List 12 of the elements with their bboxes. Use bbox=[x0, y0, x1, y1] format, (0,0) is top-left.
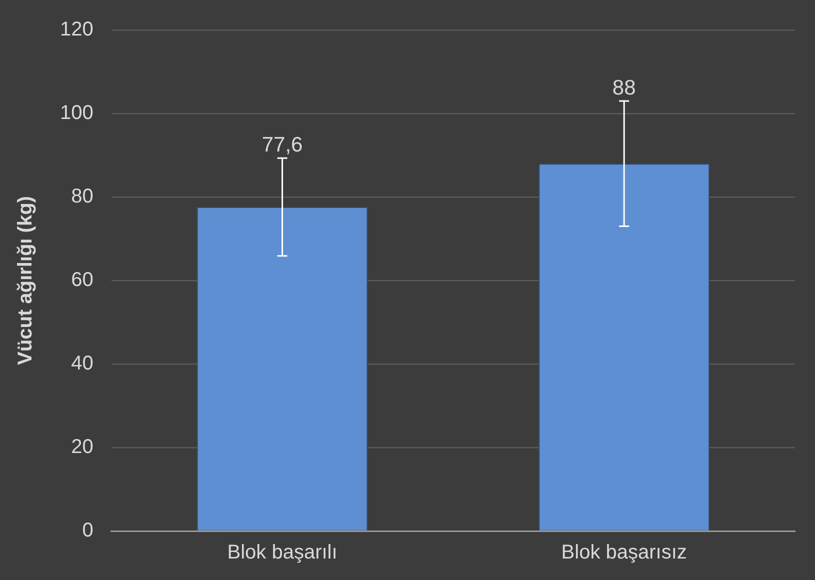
data-label: 77,6 bbox=[262, 133, 303, 156]
y-axis-title: Vücut ağırlığı (kg) bbox=[14, 196, 37, 365]
y-tick-label: 100 bbox=[60, 102, 94, 124]
data-label: 88 bbox=[612, 76, 636, 100]
y-tick-label: 120 bbox=[60, 18, 94, 41]
y-tick-label: 20 bbox=[71, 436, 94, 458]
y-tick-label: 40 bbox=[71, 352, 94, 375]
y-tick-label: 0 bbox=[82, 520, 94, 542]
x-tick-label: Blok başarılı bbox=[227, 542, 338, 564]
y-tick-label: 80 bbox=[71, 186, 94, 208]
y-tick-label: 60 bbox=[71, 269, 94, 292]
x-tick-label: Blok başarısız bbox=[561, 542, 687, 564]
